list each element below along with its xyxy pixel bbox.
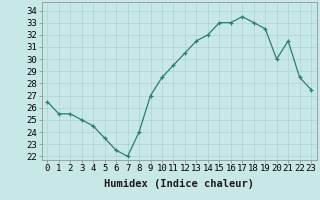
X-axis label: Humidex (Indice chaleur): Humidex (Indice chaleur) — [104, 179, 254, 189]
